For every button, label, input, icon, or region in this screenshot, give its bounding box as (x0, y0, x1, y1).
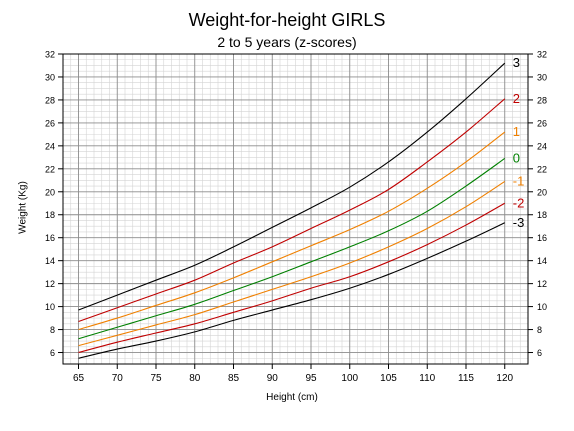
y-tick-label-left: 8 (50, 325, 55, 335)
y-tick-label-right: 12 (537, 279, 547, 289)
y-tick-label-right: 20 (537, 187, 547, 197)
series-line-z2 (78, 98, 506, 323)
y-tick-label-right: 30 (537, 72, 547, 82)
x-tick-label: 110 (419, 373, 435, 384)
series-line-z1 (78, 131, 506, 331)
y-tick-label-right: 28 (537, 95, 547, 105)
y-tick-label-right: 10 (537, 302, 547, 312)
y-tick-label-right: 6 (537, 348, 542, 358)
series-label-z2: 2 (513, 91, 520, 106)
y-tick-label-left: 32 (45, 50, 55, 60)
y-axis-label: Weight (Kg) (17, 181, 29, 234)
y-tick-label-right: 22 (537, 164, 547, 174)
series-label-zminus2: -2 (513, 195, 525, 210)
y-tick-label-left: 20 (45, 187, 55, 197)
x-tick-label: 65 (73, 373, 85, 384)
series-line-z3 (78, 62, 506, 311)
plot-frame (62, 53, 529, 365)
y-tick-label-right: 32 (537, 50, 547, 60)
y-tick-label-left: 30 (45, 72, 55, 82)
y-tick-label-left: 18 (45, 210, 55, 220)
series-label-z1: 1 (513, 124, 520, 139)
series-label-zminus1: -1 (513, 173, 525, 188)
x-tick-label: 70 (112, 373, 124, 384)
x-axis-label: Height (cm) (266, 392, 318, 403)
y-tick-label-left: 6 (50, 348, 55, 358)
series-line-zminus1 (78, 180, 506, 347)
y-tick-label-left: 22 (45, 164, 55, 174)
x-tick-label: 80 (189, 373, 201, 384)
x-tick-label: 85 (228, 373, 240, 384)
y-tick-label-right: 18 (537, 210, 547, 220)
y-tick-label-right: 16 (537, 233, 547, 243)
y-tick-label-right: 24 (537, 141, 547, 151)
series-line-z0 (78, 158, 506, 340)
series-label-z3: 3 (513, 55, 520, 70)
y-tick-label-left: 10 (45, 302, 55, 312)
series-line-zminus2 (78, 202, 506, 354)
y-tick-label-left: 16 (45, 233, 55, 243)
x-tick-label: 95 (305, 373, 317, 384)
x-tick-label: 100 (341, 373, 358, 384)
series-line-zminus3 (78, 222, 505, 359)
y-tick-label-right: 8 (537, 325, 542, 335)
chart-subtitle: 2 to 5 years (z-scores) (217, 34, 357, 50)
x-tick-label: 75 (150, 373, 162, 384)
chart-title: Weight-for-height GIRLS (188, 10, 386, 30)
series-label-z0: 0 (513, 150, 520, 165)
series-label-zminus3: -3 (513, 215, 525, 230)
y-tick-label-left: 24 (45, 141, 55, 151)
y-tick-label-left: 12 (45, 279, 55, 289)
y-tick-label-left: 14 (45, 256, 55, 266)
y-tick-label-left: 28 (45, 95, 55, 105)
y-tick-label-right: 14 (537, 256, 547, 266)
y-tick-label-right: 26 (537, 118, 547, 128)
x-tick-label: 105 (380, 373, 397, 384)
x-tick-label: 120 (496, 373, 513, 384)
x-tick-label: 115 (458, 373, 474, 384)
y-tick-label-left: 26 (45, 118, 55, 128)
x-tick-label: 90 (267, 373, 279, 384)
